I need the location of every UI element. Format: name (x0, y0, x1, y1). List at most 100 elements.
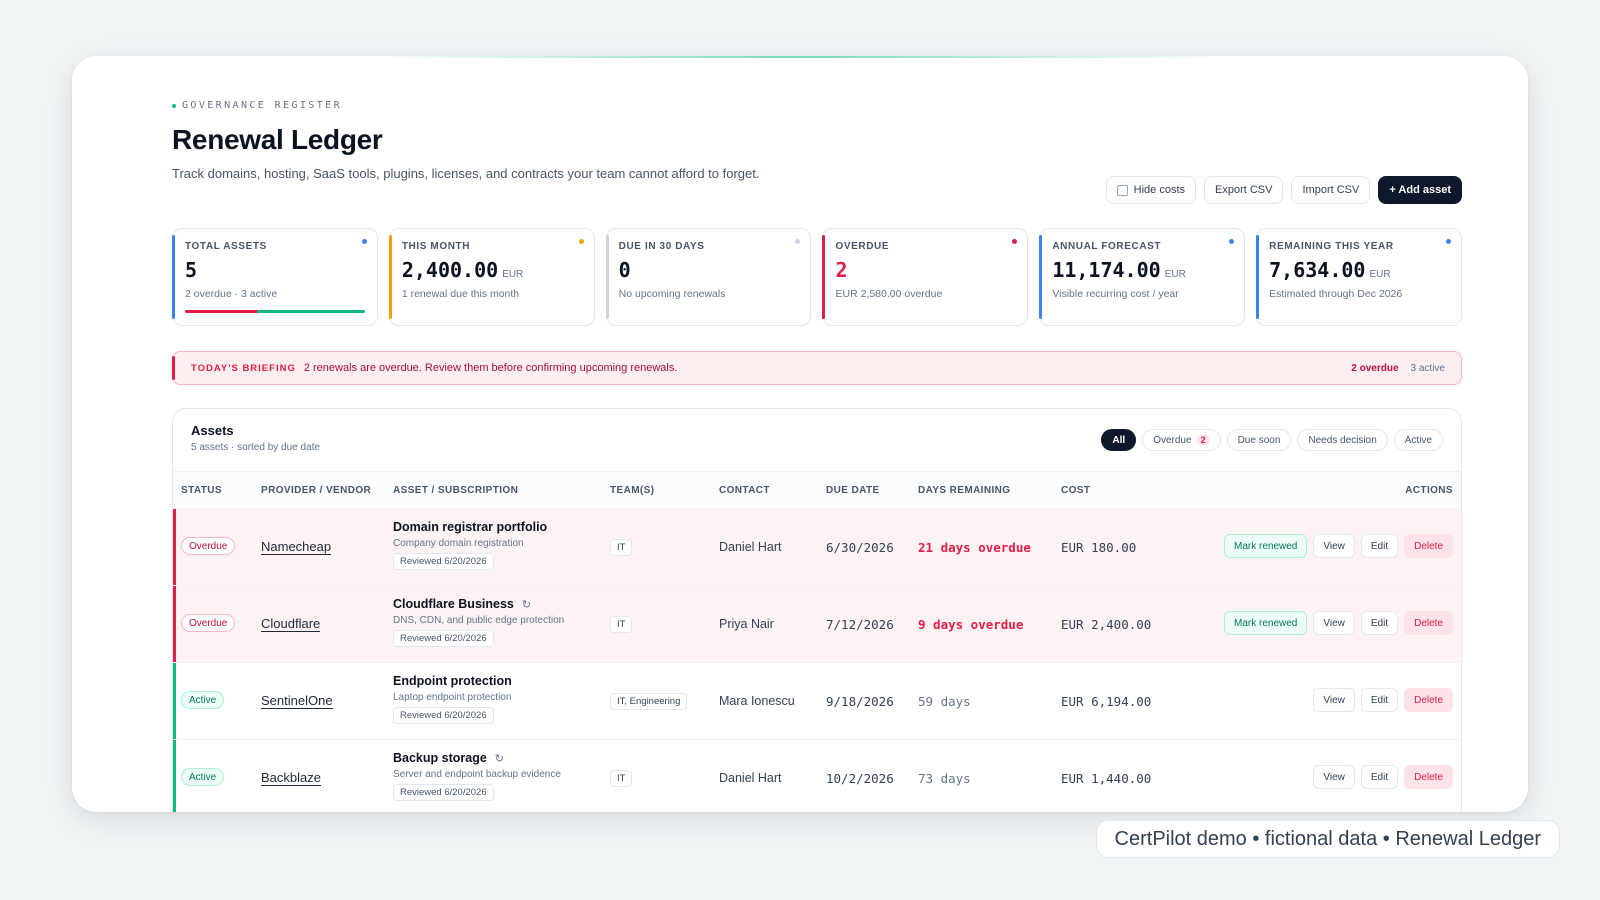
card-number: 11,174.00 (1052, 258, 1161, 282)
card-accent (1039, 235, 1043, 319)
card-accent (1256, 235, 1260, 319)
briefing-overdue-count: 2 overdue (1351, 362, 1399, 374)
add-asset-button[interactable]: + Add asset (1378, 176, 1462, 204)
vendor-link[interactable]: Cloudflare (261, 616, 321, 632)
todays-briefing: TODAY'S BRIEFING 2 renewals are overdue.… (172, 351, 1462, 385)
page-title: Renewal Ledger (172, 124, 383, 155)
summary-card[interactable]: DUE IN 30 DAYS 0 No upcoming renewals (605, 228, 812, 326)
asset-description: Laptop endpoint protection (393, 692, 512, 703)
summary-card[interactable]: ANNUAL FORECAST 11,174.00 EUR Visible recur… (1039, 228, 1246, 326)
col-due-date[interactable]: DUE DATE (826, 485, 880, 496)
delete-button[interactable]: Delete (1404, 611, 1453, 635)
status-badge: Active (181, 768, 225, 786)
vendor-link[interactable]: SentinelOne (261, 693, 333, 709)
card-number: 7,634.00 (1269, 258, 1366, 282)
checkbox-icon[interactable] (1116, 184, 1128, 196)
col-teams[interactable]: TEAM(S) (610, 485, 655, 496)
assets-title: Assets (191, 423, 234, 438)
briefing-text: 2 renewals are overdue. Review them befo… (303, 362, 678, 374)
asset-description: Server and endpoint backup evidence (393, 769, 561, 780)
reviewed-tag: Reviewed 6/20/2026 (393, 630, 494, 647)
card-accent (605, 235, 609, 319)
days-remaining: 9 days overdue (918, 617, 1024, 632)
vendor-link[interactable]: Backblaze (261, 770, 321, 786)
asset-name: Backup storage ↻ (393, 751, 561, 765)
filter-chip-label: Due soon (1237, 434, 1281, 446)
col-vendor[interactable]: PROVIDER / VENDOR (261, 485, 372, 496)
row-status-bar (173, 740, 176, 812)
footer-caption: CertPilot demo • fictional data • Renewa… (1095, 820, 1560, 858)
progress-overdue-segment (185, 310, 257, 313)
col-cost[interactable]: COST (1061, 485, 1091, 496)
hide-costs-toggle[interactable]: Hide costs (1105, 176, 1197, 204)
summary-card[interactable]: OVERDUE 2 EUR 2,580.00 overdue (822, 228, 1029, 326)
col-asset[interactable]: ASSET / SUBSCRIPTION (393, 485, 519, 496)
summary-card[interactable]: THIS MONTH 2,400.00 EUR 1 renewal due this … (388, 228, 595, 326)
filter-chip-due-soon[interactable]: Due soon (1226, 429, 1292, 451)
view-button[interactable]: View (1313, 765, 1355, 789)
card-number: 2,400.00 (401, 258, 499, 282)
edit-button[interactable]: Edit (1360, 534, 1399, 558)
card-value: 5 (185, 258, 365, 282)
col-days-remaining[interactable]: DAYS REMAINING (918, 485, 1011, 496)
status-badge: Overdue (181, 537, 236, 555)
app-window: GOVERNANCE REGISTER Renewal Ledger Track… (72, 56, 1528, 812)
card-number: 5 (185, 258, 198, 282)
table-row[interactable]: Overdue Cloudflare Cloudflare Business ↻ DNS… (173, 586, 1461, 663)
delete-button[interactable]: Delete (1404, 688, 1453, 712)
col-contact[interactable]: CONTACT (719, 485, 770, 496)
card-label: TOTAL ASSETS (185, 241, 267, 252)
assets-subtitle: 5 assets · sorted by due date (191, 442, 320, 453)
status-badge: Active (181, 691, 225, 709)
mark-renewed-button[interactable]: Mark renewed (1224, 534, 1308, 558)
reviewed-tag: Reviewed 6/20/2026 (393, 707, 494, 724)
vendor-link[interactable]: Namecheap (261, 539, 332, 555)
reviewed-tag: Reviewed 6/20/2026 (393, 784, 494, 801)
asset-cell: Domain registrar portfolio Company domain… (393, 520, 547, 570)
view-button[interactable]: View (1313, 688, 1355, 712)
col-status[interactable]: STATUS (181, 485, 222, 496)
filter-chip-label: All (1112, 434, 1126, 446)
card-dot-icon (1229, 239, 1235, 244)
row-status-bar (173, 586, 176, 662)
import-csv-button[interactable]: Import CSV (1291, 176, 1371, 204)
view-button[interactable]: View (1313, 534, 1355, 558)
status-dot-icon (172, 103, 176, 108)
mark-renewed-button[interactable]: Mark renewed (1224, 611, 1308, 635)
reviewed-tag: Reviewed 6/20/2026 (393, 553, 494, 570)
filter-chip-active[interactable]: Active (1393, 429, 1443, 451)
delete-button[interactable]: Delete (1404, 765, 1453, 789)
table-row[interactable]: Overdue Namecheap Domain registrar portfol… (173, 509, 1461, 586)
filter-chip-all[interactable]: All (1101, 429, 1137, 451)
card-label: DUE IN 30 DAYS (618, 241, 705, 252)
team-tag: IT (610, 770, 633, 787)
progress-active-segment (256, 310, 365, 313)
filter-chip-needs-decision[interactable]: Needs decision (1297, 429, 1388, 451)
asset-name-text: Cloudflare Business (393, 597, 514, 611)
row-status-bar (173, 509, 176, 585)
row-status-bar (173, 663, 176, 739)
cost-value: EUR 6,194.00 (1061, 694, 1152, 709)
view-button[interactable]: View (1313, 611, 1355, 635)
delete-button[interactable]: Delete (1404, 534, 1453, 558)
assets-panel: Assets 5 assets · sorted by due date All… (172, 408, 1462, 812)
summary-cards: TOTAL ASSETS 5 2 overdue · 3 active THIS MO… (172, 228, 1462, 326)
summary-card[interactable]: TOTAL ASSETS 5 2 overdue · 3 active (172, 228, 378, 326)
export-csv-button[interactable]: Export CSV (1204, 176, 1284, 204)
table-row[interactable]: Active SentinelOne Endpoint protection Lapt… (173, 663, 1461, 740)
edit-button[interactable]: Edit (1360, 688, 1399, 712)
edit-button[interactable]: Edit (1360, 611, 1399, 635)
edit-button[interactable]: Edit (1360, 765, 1399, 789)
contact-name: Daniel Hart (719, 540, 782, 554)
asset-cell: Endpoint protection Laptop endpoint prote… (393, 674, 512, 724)
filter-chip-overdue[interactable]: Overdue 2 (1142, 429, 1221, 451)
card-value: 0 (619, 258, 799, 282)
filter-chip-label: Overdue (1153, 434, 1192, 446)
card-unit: EUR (1369, 269, 1391, 280)
summary-card[interactable]: REMAINING THIS YEAR 7,634.00 EUR Estimated … (1256, 228, 1462, 326)
assets-header: Assets 5 assets · sorted by due date All… (173, 409, 1461, 471)
asset-description: DNS, CDN, and public edge protection (393, 615, 565, 626)
row-actions: View Edit Delete (1313, 688, 1453, 712)
asset-description: Company domain registration (393, 538, 524, 549)
table-row[interactable]: Active Backblaze Backup storage ↻ Server and… (173, 740, 1461, 812)
